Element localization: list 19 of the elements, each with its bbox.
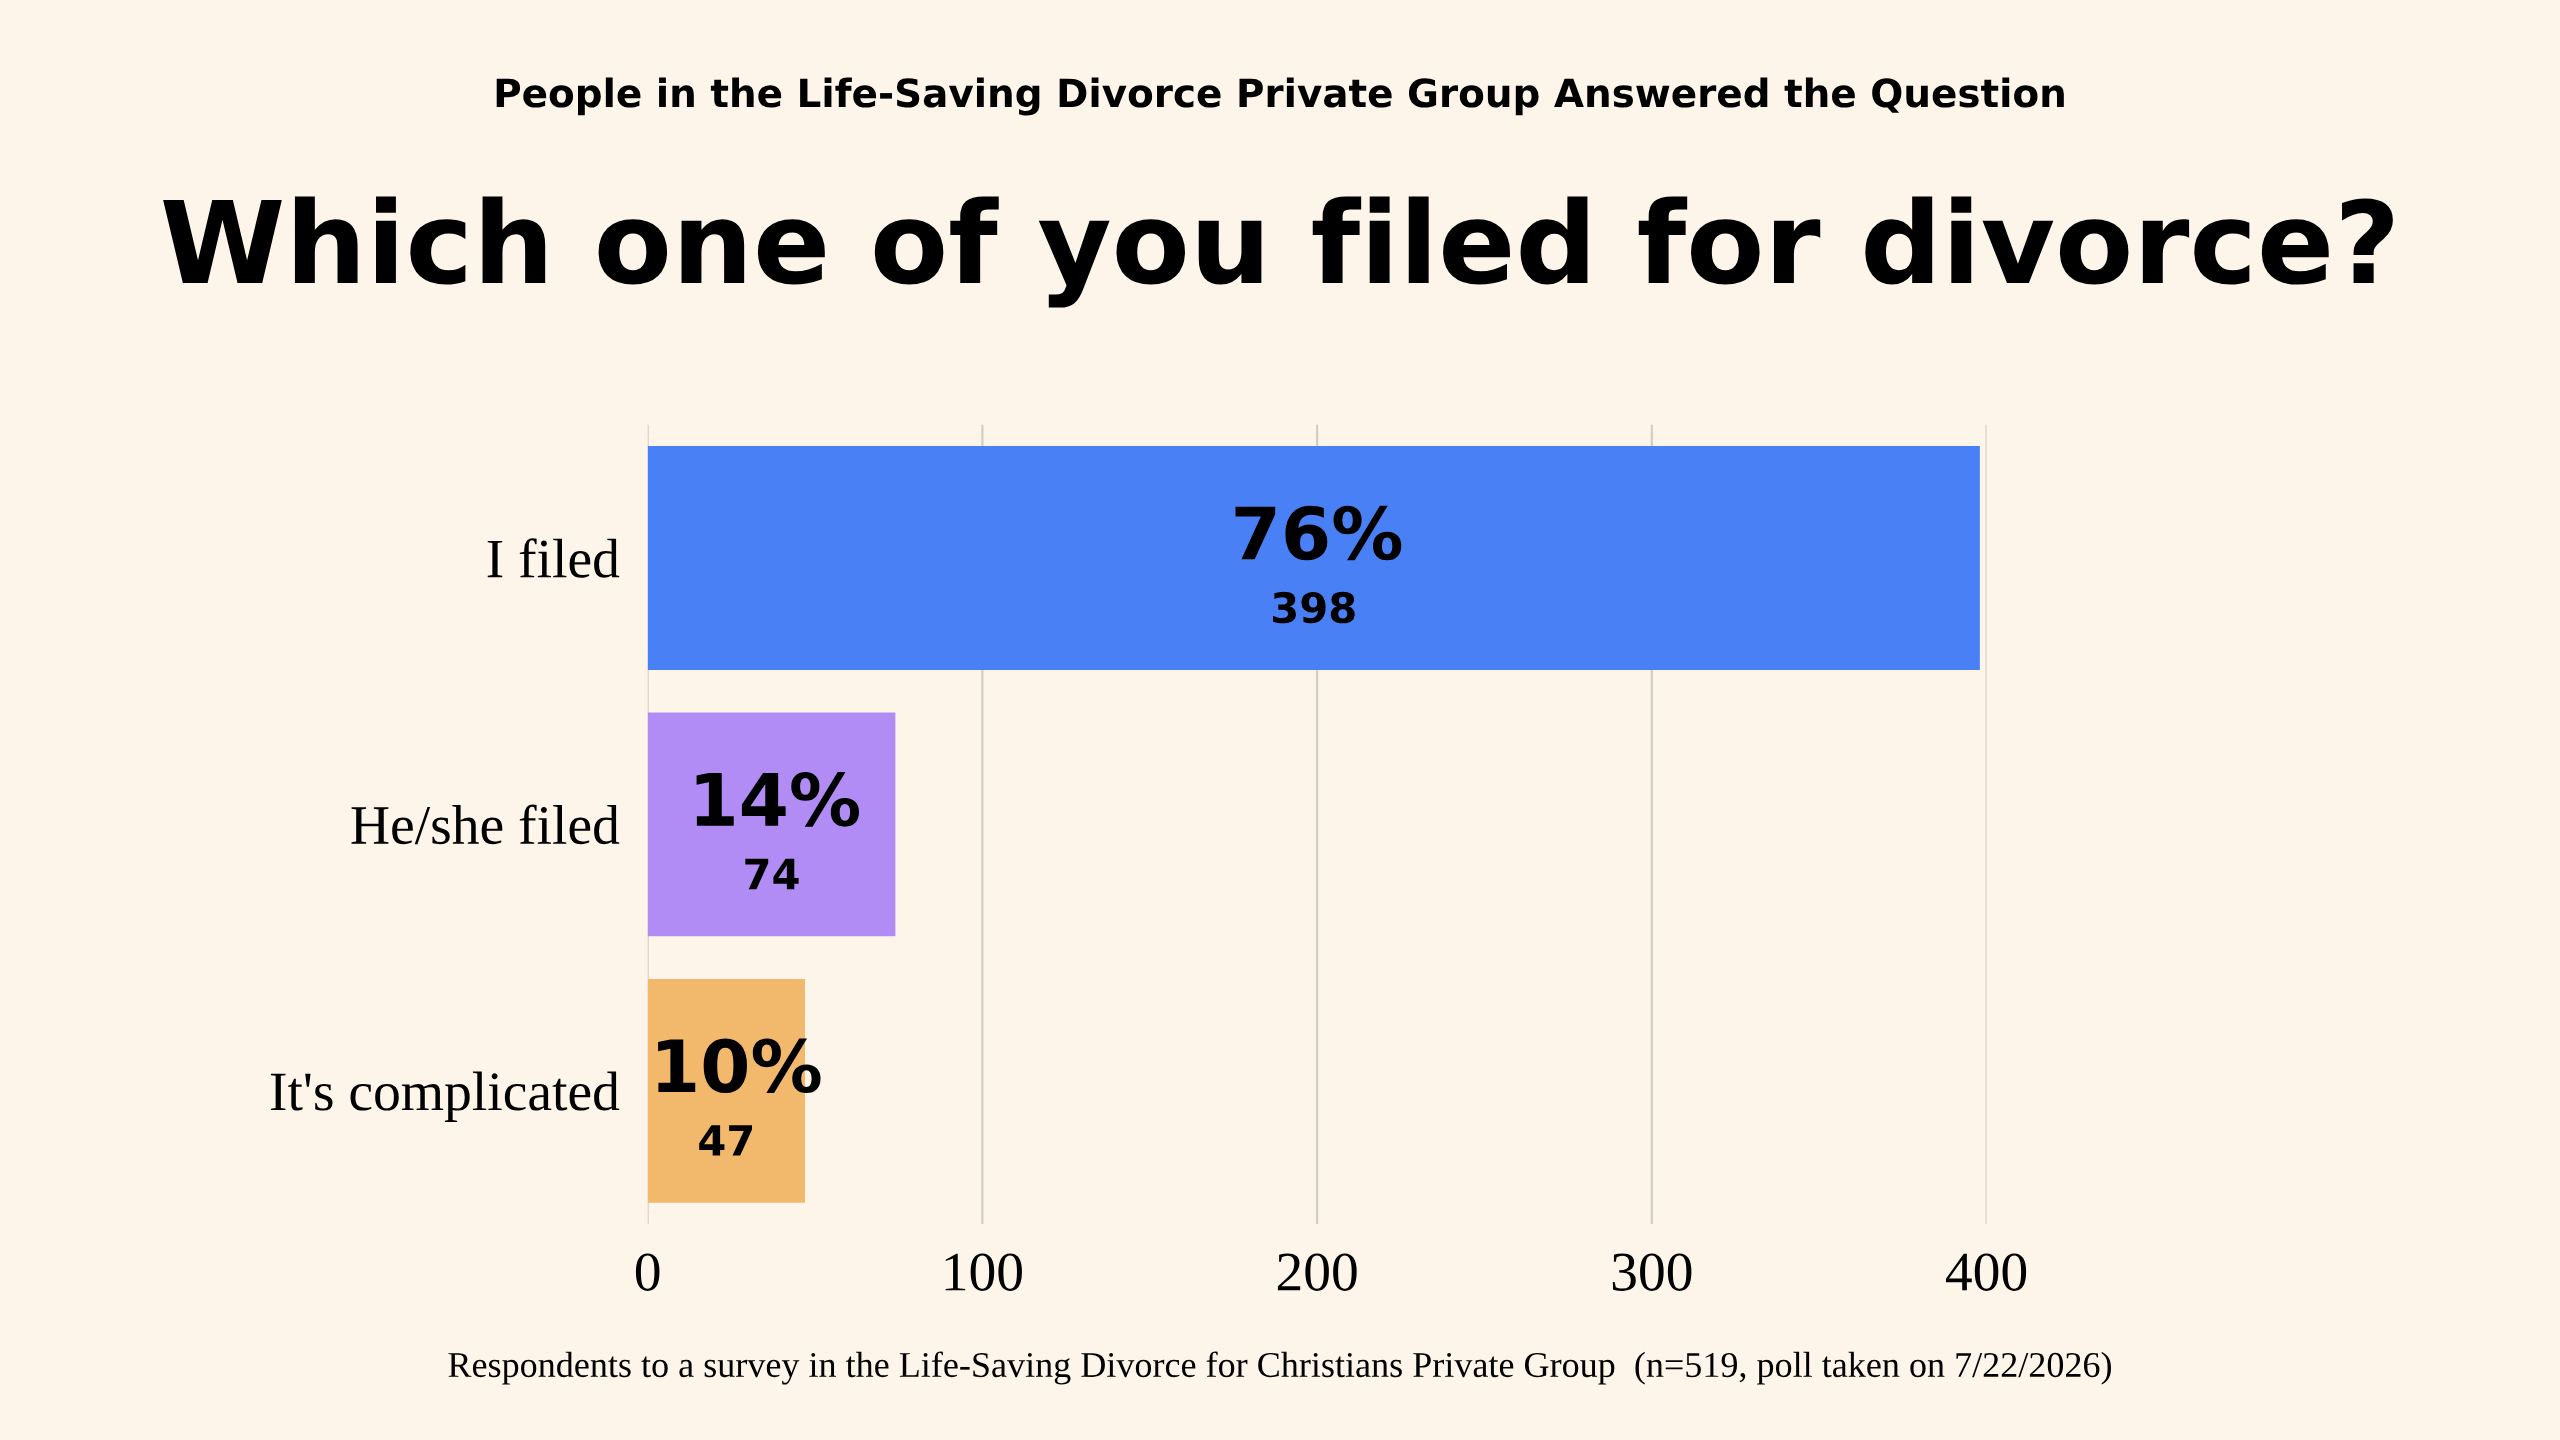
y-tick-label: It's complicated [270,1071,620,1122]
text: Respondents to a survey in the Life-Saving Divorce for Christians Private Group (n=519, poll taken on 7/22/2026) [448,1351,2111,1385]
data-label: 398 [1273,591,1355,624]
y-tick-label: He/she filed [351,804,620,845]
data-label: 74 [745,858,799,890]
chart-title: Which one of you filed for divorce? [163,196,2393,308]
x-tick-label: 400 [1945,1253,2027,1291]
x-tick-label: 100 [945,1253,1022,1291]
data-label: 47 [699,1125,753,1156]
annotation: 10% [658,1038,821,1094]
bar [647,446,1980,670]
x-tick-label: 300 [1612,1253,1692,1291]
x-tick-label: 200 [1277,1253,1357,1291]
bar [647,712,896,937]
annotation: 14% [696,772,860,827]
y-tick-label: I filed [487,538,620,578]
x-tick-label: 0 [635,1253,660,1291]
chart-subtitle: People in the Life-Saving Divorce Private Group Answered the Question [496,77,2064,116]
annotation: 76% [1235,505,1402,561]
